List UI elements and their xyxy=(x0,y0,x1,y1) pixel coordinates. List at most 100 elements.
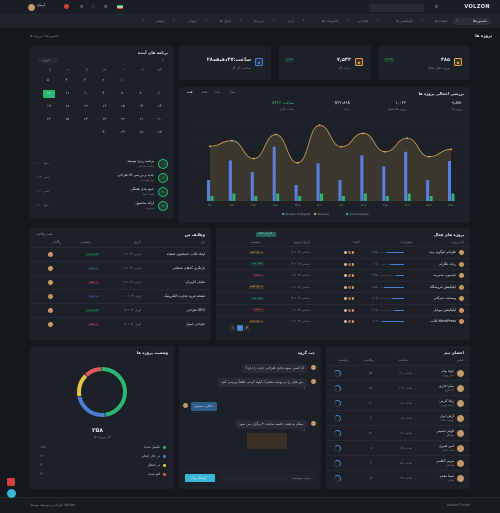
hamburger-icon[interactable]: ☰ xyxy=(434,4,438,9)
nav-item-9[interactable]: بیشتر ▾ xyxy=(141,18,167,25)
calendar-day[interactable]: ۲۶ xyxy=(47,117,51,121)
chat-message-input[interactable]: پیام بنویسید... xyxy=(219,474,315,482)
table-row[interactable]: طراحی SEO ۱۵ آوریل ۲۰۲۴ تکمیل شده xyxy=(30,303,211,317)
calendar-day[interactable]: ۱۷ xyxy=(84,104,88,108)
tasks-filter[interactable]: همه وظایف xyxy=(36,232,53,236)
column-header: ساعت xyxy=(398,358,408,362)
table-row[interactable]: ایجاد قالب جستجوی صفحه ۰۴ مارس ۲۰۲۴ تکمیل … xyxy=(30,247,211,261)
settings-float-button[interactable] xyxy=(7,478,15,486)
calendar-day[interactable]: ۱۲ xyxy=(43,90,55,98)
calendar-day[interactable]: ۱۱ xyxy=(65,91,70,95)
month-select[interactable]: فوریه xyxy=(38,58,58,63)
breadcrumb[interactable]: داشبوردها / پروژه ها xyxy=(30,34,60,38)
settings-icon[interactable]: ⚙ xyxy=(104,4,108,9)
calendar-day[interactable]: ۲۰ xyxy=(158,117,162,121)
calendar-day[interactable]: ۱۹ xyxy=(47,104,51,108)
calendar-day[interactable]: ۲۲ xyxy=(121,117,125,121)
table-row[interactable]: قالب WordPress ۹۰% ۱۱ دسامبر ۲۰۲۴ در حال ان… xyxy=(216,315,470,326)
calendar-day[interactable]: ۱ xyxy=(121,78,123,82)
calendar-day[interactable]: ۱۸ xyxy=(65,104,70,108)
calendar-day[interactable]: ۹ xyxy=(102,91,105,95)
member-hours: ۷۶ ساعت xyxy=(400,431,412,435)
theme-toggle-button[interactable] xyxy=(7,489,16,498)
event-item[interactable]: ۱۴ طراحی UI جدید و بررسی تیم طراحی ۰۲:۳۰ عص… xyxy=(30,172,174,185)
send-message-button[interactable]: ارسال پیام xyxy=(185,474,215,482)
table-row[interactable]: طراحی ایمیل ۲۶ آوریل ۲۰۲۴ در انتظار xyxy=(30,317,211,331)
nav-item-6[interactable]: فرم ها ▾ xyxy=(238,18,266,25)
table-row[interactable]: سارا نادری طراح UI ۱۱۲ ساعت ۱۸ xyxy=(326,380,470,395)
shared-image[interactable] xyxy=(247,433,287,449)
calendar-day[interactable]: ۱۵ xyxy=(121,104,125,108)
calendar-day[interactable]: ۲ xyxy=(102,78,105,82)
table-row[interactable]: آرش ابرار توسعه دهنده ۸۷ ساعت ۹ xyxy=(326,410,470,425)
table-row[interactable]: سینا مقدم طراح ۴۳ ساعت ۵ xyxy=(326,470,470,485)
flag-icon[interactable] xyxy=(117,5,123,9)
chevron-left-icon[interactable]: ‹ xyxy=(162,57,164,62)
sender-avatar xyxy=(311,379,316,384)
member-avatar xyxy=(343,250,348,255)
pagination-page[interactable]: ۳ xyxy=(244,325,250,331)
calendar-day[interactable]: ۱۶ xyxy=(102,104,107,108)
event-item[interactable]: ۲۷ ارائه محصول مدیریت ۱۱:۰۰ صبح xyxy=(30,200,174,213)
full-report-button[interactable]: گزارش کامل xyxy=(256,232,276,237)
calendar-day[interactable]: ۲۹ xyxy=(121,130,125,134)
pagination-page[interactable]: ۱ xyxy=(230,325,236,331)
table-row[interactable]: ربات تلگرام ۶۰% ۲۲ دسامبر ۲۰۲۴ تکمیل شده xyxy=(216,257,470,269)
member-avatar xyxy=(457,415,464,422)
table-row[interactable]: جواد پیام مدیر پروژه ۱۲۰ ساعت ۱۵ xyxy=(326,365,470,380)
table-row[interactable]: تحلیل کاربران ۲۸ مارس ۲۰۲۴ در انتظار xyxy=(30,275,211,289)
overview-tab[interactable]: هفته xyxy=(201,90,208,94)
calendar-day[interactable]: ۲۷ xyxy=(158,130,162,134)
overview-tab[interactable]: همه xyxy=(187,90,193,94)
nav-item-7[interactable]: جدول ها ▾ xyxy=(204,18,235,25)
table-row[interactable]: صفحه فرود تجارت الکترونیک ۰۱ آوریل ۲۰۲۴ در… xyxy=(30,289,211,303)
nav-item-0[interactable]: داشبوردها ▾ xyxy=(454,18,490,25)
chat-message: سلام به همه، جلسه ساعت ۴ برگزار می شود. xyxy=(236,420,307,429)
fullscreen-icon[interactable]: ⛶ xyxy=(92,4,95,9)
table-row[interactable]: طراحی لوگوی برند ۷۵% ۱۳ دسامبر ۲۰۲۴ در حال … xyxy=(216,246,470,257)
calendar-day[interactable]: ۲۱ xyxy=(139,117,144,121)
overview-tab[interactable]: ماه xyxy=(215,90,220,94)
projects-bar xyxy=(338,180,342,201)
status-badge: تکمیل شده xyxy=(250,262,264,266)
calendar-day[interactable]: ۵ xyxy=(47,78,49,82)
pagination-page[interactable]: ۲ xyxy=(237,325,243,331)
calendar-day[interactable]: ۱۰ xyxy=(84,91,88,95)
nav-item-4[interactable]: کامپوننت ها ▾ xyxy=(301,18,341,25)
calendar-day[interactable]: ۲۸ xyxy=(139,130,144,134)
nav-item-3[interactable]: طراحی ▾ xyxy=(345,18,371,25)
avatar[interactable] xyxy=(28,4,35,11)
calendar-day[interactable]: ۲۵ xyxy=(65,117,70,121)
calendar-day[interactable]: ۲۳ xyxy=(102,117,107,121)
table-row[interactable]: رضا کرمی برنامه نویس ۹۸ ساعت ۱۱ xyxy=(326,395,470,410)
event-item[interactable]: ۰۹ برنامه ریزی توسعه جلسه تیم فنی ۱۰:۰۰ صبح xyxy=(30,158,174,171)
nav-item-5[interactable]: ابزار ▾ xyxy=(271,18,297,25)
search-input[interactable] xyxy=(369,3,424,12)
notification-icon[interactable] xyxy=(64,4,69,9)
chat-message-text: سلام به همه، جلسه ساعت ۴ برگزار می شود. xyxy=(239,422,304,426)
calendar-day[interactable]: ۳ xyxy=(84,78,86,82)
calendar-day[interactable]: ۳۰ xyxy=(102,130,107,134)
table-row[interactable]: امیر قنبری تست کننده ۶۵ ساعت ۸ xyxy=(326,440,470,455)
calendar-day[interactable]: ۶ xyxy=(158,91,160,95)
message-icon[interactable]: ✉ xyxy=(80,4,84,9)
nav-item-1[interactable]: صفحه ها ▾ xyxy=(420,18,451,25)
table-row[interactable]: اپلیکیشن فروشگاه ۸۵% ۱۸ دسامبر ۲۰۲۴ در حال … xyxy=(216,280,470,292)
table-row[interactable]: مریم کاظمی پشتیبان ۵۴ ساعت ۶ xyxy=(326,455,470,470)
calendar-day[interactable]: ۸ xyxy=(121,91,123,95)
calendar-day[interactable]: ۴ xyxy=(65,78,68,82)
table-row[interactable]: بازنگری کدهای عملیاتی ۱۲ مارس ۲۰۲۴ در جریا… xyxy=(30,261,211,275)
table-row[interactable]: اپلیکیشن موبایل ۴۰% ۰۳ دسامبر ۲۰۲۴ در انتظا… xyxy=(216,303,470,315)
calendar-day[interactable]: ۱۴ xyxy=(139,104,144,108)
overview-tab[interactable]: سال xyxy=(229,90,236,94)
projects-bar xyxy=(294,185,298,201)
calendar-day[interactable]: ۲۴ xyxy=(84,117,88,121)
calendar-day[interactable]: ۷ xyxy=(139,91,142,95)
calendar-day[interactable]: ۱۳ xyxy=(158,104,162,108)
event-item[interactable]: ۲۱ جمع بندی هفتگی همه اعضا ۰۴:۰۰ عصر xyxy=(30,186,174,199)
table-row[interactable]: الهام حسینی تحلیلگر ۷۶ ساعت ۱۲ xyxy=(326,425,470,440)
table-row[interactable]: وبسایت شرکتی ۵۰% ۲۷ دسامبر ۲۰۲۴ تکمیل شده xyxy=(216,292,470,303)
nav-item-8[interactable]: نمودار ▾ xyxy=(171,18,199,25)
table-row[interactable]: داشبورد مدیریت ۳۳% ۰۵ دسامبر ۲۰۲۴ در انتظار xyxy=(216,269,470,280)
nav-item-2[interactable]: اپلیکیشن ها ▾ xyxy=(375,18,415,25)
